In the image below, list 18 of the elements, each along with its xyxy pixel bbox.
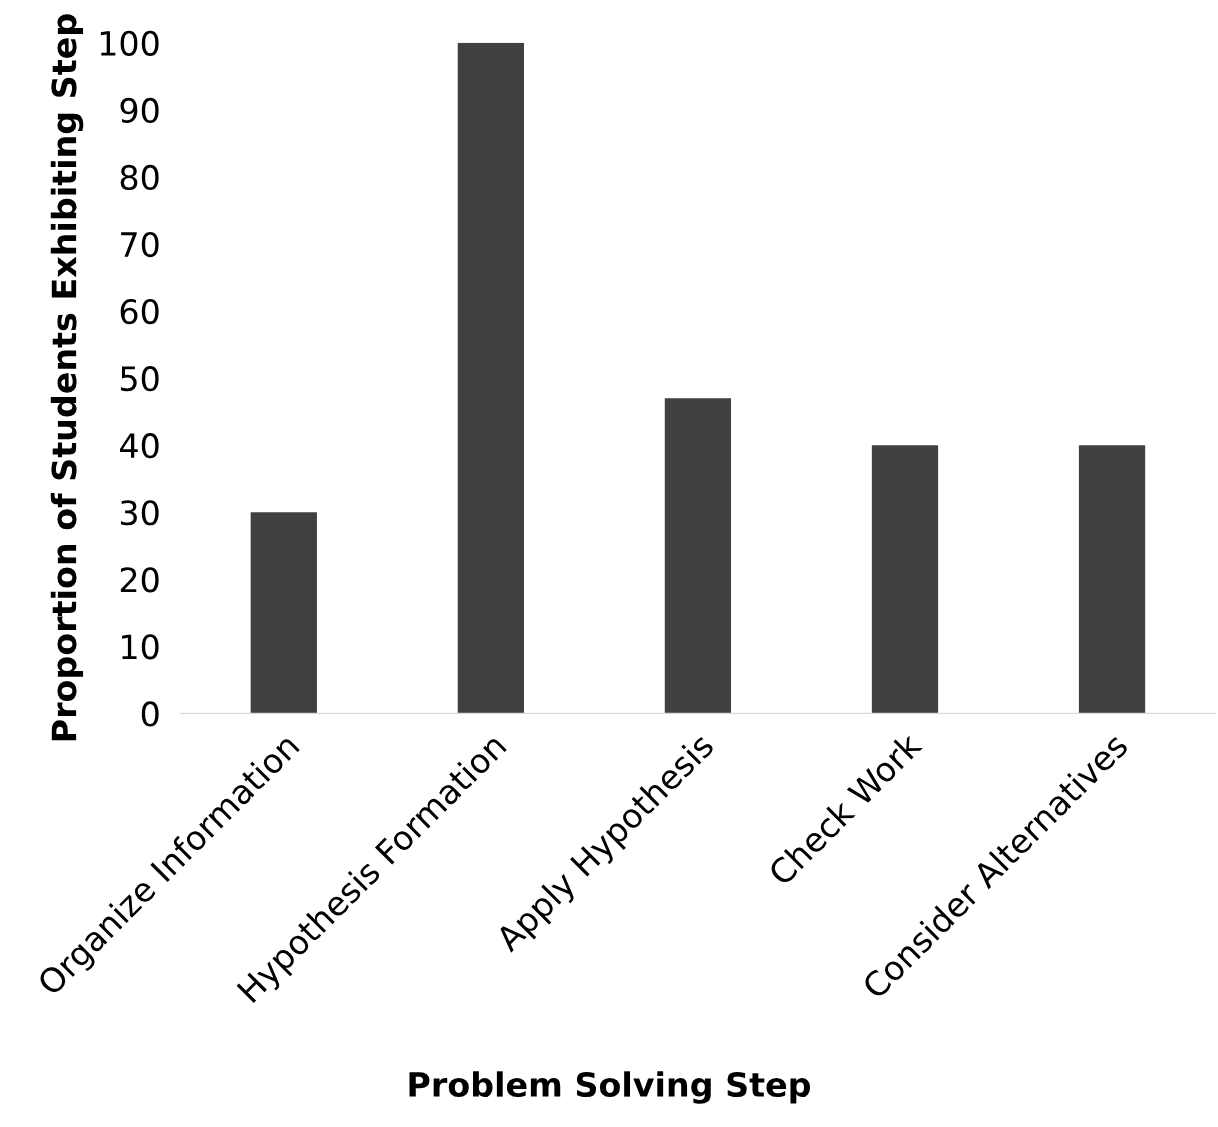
y-tick-label: 50	[120, 366, 159, 392]
y-tick-label: 100	[100, 30, 159, 56]
y-axis-title: Proportion of Students Exhibiting Step	[50, 14, 84, 741]
y-tick-label: 70	[121, 231, 159, 258]
y-tick-label: 20	[120, 567, 159, 593]
y-tick-label: 30	[120, 500, 159, 526]
y-tick-label: 40	[120, 433, 159, 459]
y-tick-label: 60	[120, 298, 159, 325]
y-tick-label: 10	[122, 634, 159, 660]
bar	[1078, 445, 1146, 714]
bar	[871, 445, 939, 714]
bar	[457, 42, 524, 714]
bar	[250, 512, 317, 714]
y-tick-label: 0	[141, 701, 159, 727]
x-axis-title: Problem Solving Step	[409, 1071, 811, 1104]
bar	[664, 398, 732, 714]
y-tick-label: 80	[120, 164, 159, 191]
y-tick-label: 90	[120, 97, 159, 124]
